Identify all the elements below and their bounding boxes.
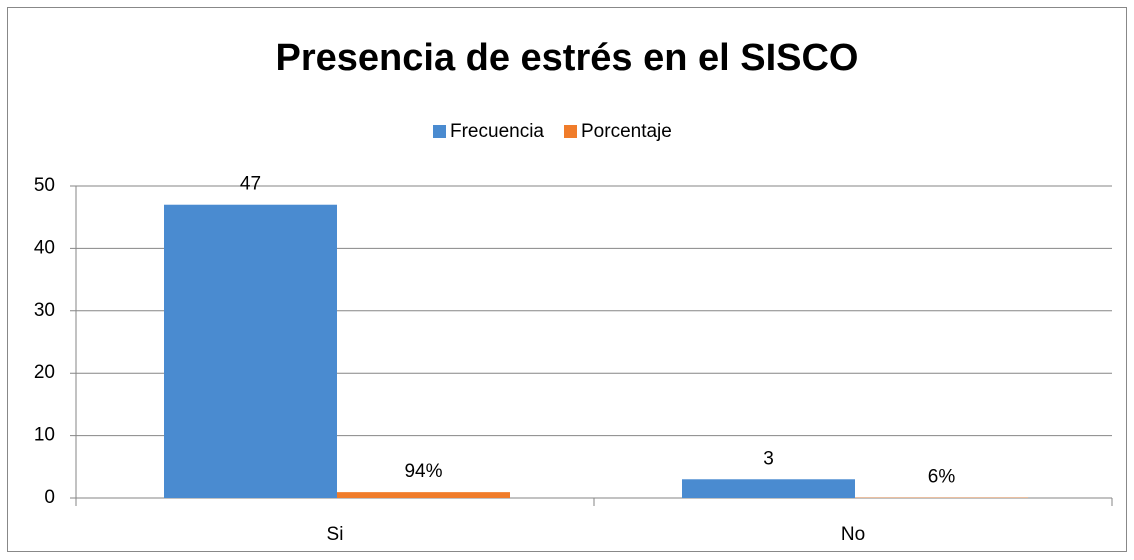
y-tick-label: 30 (34, 300, 55, 321)
bar (337, 492, 510, 498)
data-label: 3 (763, 448, 774, 469)
legend-swatch (433, 125, 446, 138)
legend-label: Frecuencia (450, 121, 544, 142)
bar (682, 479, 855, 498)
data-label: 47 (240, 174, 261, 195)
chart-title: Presencia de estrés en el SISCO (276, 37, 859, 79)
y-tick-label: 50 (34, 175, 55, 196)
legend-label: Porcentaje (581, 121, 672, 142)
bar (164, 204, 337, 498)
x-tick-label: Si (327, 524, 344, 545)
data-label: 94% (404, 461, 442, 482)
legend-swatch (564, 125, 577, 138)
y-tick-label: 40 (34, 237, 55, 258)
data-label: 6% (928, 467, 956, 488)
x-tick-label: No (841, 524, 865, 545)
y-tick-label: 10 (34, 425, 55, 446)
y-tick-label: 20 (34, 362, 55, 383)
y-tick-label: 0 (44, 487, 55, 508)
